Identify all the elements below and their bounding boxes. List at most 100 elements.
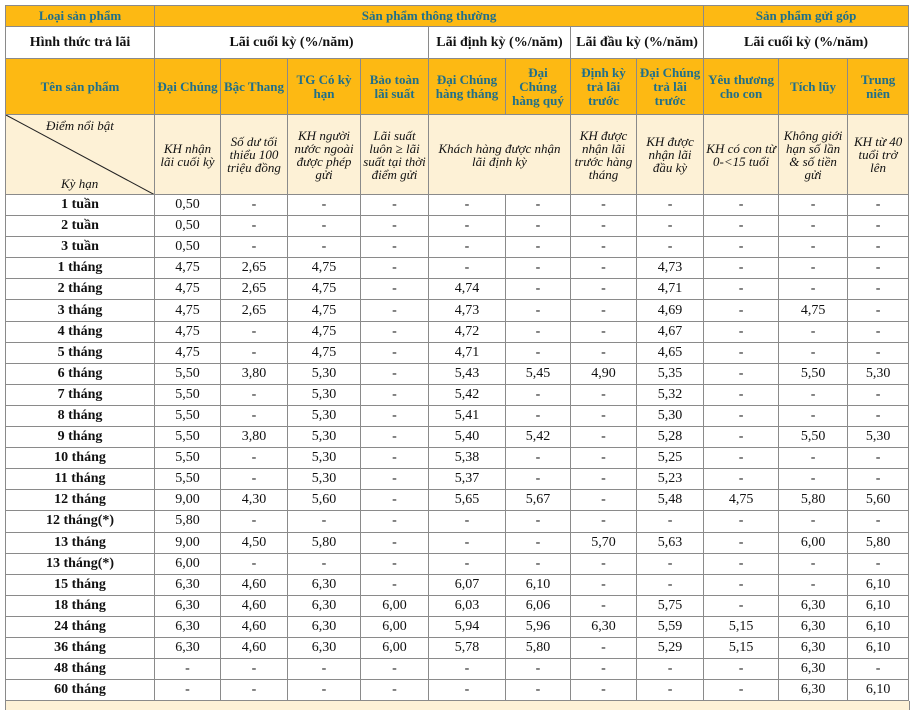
- rate-cell: -: [778, 341, 849, 364]
- table-row: 36 tháng 6,30 4,60 6,30 6,00 5,78 5,80-5,29 5,1…: [5, 636, 910, 660]
- rate-cell: 5,32: [635, 383, 705, 406]
- rate-cell: -: [703, 215, 780, 238]
- rate-cell: -: [847, 257, 910, 280]
- rate-cell: 4,75: [154, 257, 221, 280]
- rate-cell: 6,30: [778, 658, 849, 681]
- rate-cell: -: [505, 510, 571, 533]
- rate-cell: 6,30: [154, 594, 221, 617]
- rate-cell: 4,72: [428, 320, 506, 343]
- rate-cell: 5,50: [778, 362, 849, 385]
- rate-cell: -: [287, 679, 361, 702]
- rate-cell: -: [505, 341, 571, 364]
- rate-cell: -: [703, 320, 780, 343]
- rate-cell: 4,73: [635, 257, 705, 280]
- rate-cell: -: [703, 341, 780, 364]
- rate-cell: 6,30: [287, 573, 361, 596]
- highlight-label: Điểm nổi bật: [46, 118, 114, 133]
- rate-cell: 6,10: [505, 573, 571, 596]
- rate-cell: 4,75: [287, 299, 361, 322]
- table-row: 13 tháng 9,00 4,50 5,80- - -5,70 5,63-6,00 5,80: [5, 531, 910, 554]
- product-header: Bậc Thang: [220, 58, 288, 115]
- rate-cell: -: [360, 257, 429, 280]
- rate-cell: 5,96: [505, 615, 571, 638]
- rate-cell: 5,25: [635, 447, 705, 470]
- rate-cell: 5,50: [778, 426, 849, 449]
- rate-cell: -: [635, 658, 705, 681]
- term-cell: 18 tháng: [5, 594, 155, 617]
- rate-cell: -: [220, 341, 288, 364]
- rate-cell: -: [847, 320, 910, 343]
- rate-cell: -: [570, 404, 637, 428]
- rate-cell: -: [287, 215, 361, 238]
- rate-cell: -: [703, 193, 780, 217]
- highlight-dau-ky: KH được nhận lãi đầu kỳ: [635, 114, 705, 195]
- table-row: 24 tháng 6,30 4,60 6,30 6,00 5,94 5,96 6,30 5,59…: [5, 615, 910, 638]
- rate-cell: -: [703, 362, 780, 385]
- rate-cell: 4,69: [635, 299, 705, 322]
- rate-cell: 6,30: [778, 636, 849, 660]
- rate-cell: 5,43: [428, 362, 506, 385]
- rate-cell: -: [428, 531, 506, 554]
- rate-cell: -: [505, 531, 571, 554]
- rate-cell: 6,00: [360, 594, 429, 617]
- rate-cell: 6,10: [847, 615, 910, 638]
- rate-cell: -: [360, 404, 429, 428]
- rate-cell: -: [847, 278, 910, 301]
- table-row: 2 tháng 4,75 2,65 4,75-4,74- -4,71- - -: [5, 278, 910, 301]
- rate-cell: -: [360, 573, 429, 596]
- rate-cell: -: [847, 510, 910, 533]
- highlight-dai-chung: KH nhận lãi cuối kỳ: [154, 114, 221, 195]
- rate-cell: -: [703, 658, 780, 681]
- rate-cell: 6,06: [505, 594, 571, 617]
- product-header: Đại Chúng hàng quý: [505, 58, 571, 115]
- rate-cell: 4,71: [428, 341, 506, 364]
- term-cell: 3 tuần: [5, 236, 155, 259]
- rate-cell: -: [220, 383, 288, 406]
- rate-cell: 4,60: [220, 615, 288, 638]
- highlight-term-header: Điểm nổi bật Kỳ hạn: [5, 114, 155, 195]
- rate-cell: 4,75: [287, 320, 361, 343]
- highlight-bao-toan: Lãi suất luôn ≥ lãi suất tại thời điểm g…: [360, 114, 429, 195]
- rate-cell: 5,28: [635, 426, 705, 449]
- rate-cell: -: [220, 404, 288, 428]
- rate-cell: 5,78: [428, 636, 506, 660]
- rate-cell: -: [220, 215, 288, 238]
- rate-cell: 4,60: [220, 573, 288, 596]
- rate-cell: -: [428, 236, 506, 259]
- payment-method-upfront: Lãi đầu kỳ (%/năm): [569, 26, 705, 59]
- table-row: 18 tháng 6,30 4,60 6,30 6,00 6,03 6,06-5,75-6,…: [5, 594, 910, 617]
- rate-cell: -: [360, 426, 429, 449]
- term-cell: 4 tháng: [5, 320, 155, 343]
- rate-cell: 5,30: [287, 362, 361, 385]
- diagonal-line: [6, 115, 154, 194]
- rate-cell: 4,60: [220, 594, 288, 617]
- rate-cell: 5,15: [703, 615, 780, 638]
- highlight-tich-luy: Không giới hạn số lần & số tiền gửi: [778, 114, 849, 195]
- table-row: 12 tháng(*) 5,80- - - - - - - - - -: [5, 510, 910, 533]
- product-header: TG Có kỳ hạn: [287, 58, 361, 115]
- rate-cell: 4,50: [220, 531, 288, 554]
- rate-cell: -: [703, 447, 780, 470]
- rate-cell: -: [570, 679, 637, 702]
- rate-cell: -: [287, 510, 361, 533]
- rate-cell: 6,30: [570, 615, 637, 638]
- rate-cell: -: [220, 658, 288, 681]
- rate-cell: -: [505, 404, 571, 428]
- term-cell: 24 tháng: [5, 615, 155, 638]
- product-header: Yêu thương cho con: [703, 58, 780, 115]
- rate-cell: -: [635, 552, 705, 575]
- rate-cell: -: [847, 447, 910, 470]
- rate-cell: -: [220, 510, 288, 533]
- rate-cell: 4,75: [778, 299, 849, 322]
- rate-cell: -: [778, 236, 849, 259]
- rate-cell: 6,10: [847, 636, 910, 660]
- rate-cell: -: [847, 404, 910, 428]
- table-row: 4 tháng 4,75-4,75-4,72- -4,67- - -: [5, 320, 910, 343]
- rate-cell: -: [360, 383, 429, 406]
- term-cell: 36 tháng: [5, 636, 155, 660]
- rate-cell: 5,40: [428, 426, 506, 449]
- rate-cell: -: [703, 404, 780, 428]
- rate-cell: 2,65: [220, 257, 288, 280]
- rate-cell: 3,80: [220, 362, 288, 385]
- rate-cell: 6,30: [154, 573, 221, 596]
